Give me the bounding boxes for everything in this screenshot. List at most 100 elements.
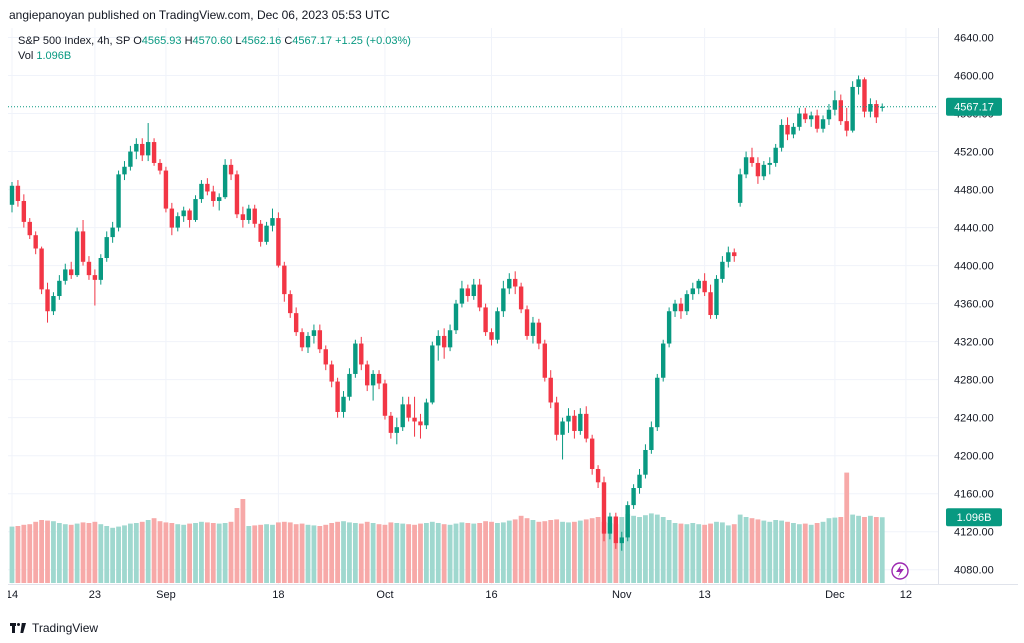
volume-bar <box>193 523 198 583</box>
candle-body <box>589 438 595 469</box>
candle <box>507 273 512 295</box>
candle-body <box>394 427 399 433</box>
candle <box>702 273 707 297</box>
legend-open-label: O <box>133 35 142 47</box>
candlestick-chart[interactable]: 4640.004600.004560.004520.004480.004440.… <box>8 28 1018 610</box>
volume-bar <box>489 521 494 583</box>
volume-bar <box>234 508 240 583</box>
candle-body <box>264 225 269 242</box>
legend-volume-row: Vol 1.096B <box>18 49 411 64</box>
candle <box>832 90 838 116</box>
volume-bar <box>785 521 790 583</box>
volume-bar <box>145 520 151 583</box>
volume-bar <box>560 521 565 583</box>
candle <box>803 107 808 124</box>
candle-body <box>542 343 547 378</box>
candle-series <box>9 75 885 551</box>
legend-symbol[interactable]: S&P 500 Index, 4h, SP <box>18 35 131 47</box>
volume-bar <box>74 523 80 583</box>
volume-bar <box>240 499 246 583</box>
candle <box>518 282 524 314</box>
x-tick-label: 23 <box>89 589 101 601</box>
candle <box>572 410 577 439</box>
x-tick-label: 18 <box>272 589 284 601</box>
candle <box>690 282 695 300</box>
volume-bar <box>666 520 672 583</box>
volume-bar <box>270 524 275 583</box>
volume-bar <box>347 522 352 583</box>
candle <box>388 411 394 439</box>
legend-change: +1.25 (+0.03%) <box>335 35 411 47</box>
legend-vol-label[interactable]: Vol <box>18 50 34 62</box>
candle <box>436 330 441 361</box>
candle-body <box>128 151 133 167</box>
candle <box>874 100 879 124</box>
chart-legend: S&P 500 Index, 4h, SP O4565.93 H4570.60 … <box>18 34 411 64</box>
candle <box>234 170 240 219</box>
y-tick-label: 4120.00 <box>954 527 994 539</box>
candle-body <box>15 185 21 201</box>
candle <box>69 261 74 279</box>
volume-bar <box>281 521 287 583</box>
candle-body <box>436 335 441 346</box>
volume-bar <box>151 518 157 583</box>
candle-body <box>720 261 725 279</box>
candle-body <box>246 208 251 220</box>
candle-body <box>619 537 624 544</box>
volume-bar <box>755 519 761 583</box>
footer-brand[interactable]: TradingView <box>10 621 98 635</box>
candle-body <box>353 343 358 374</box>
volume-bar <box>542 521 548 583</box>
candle-body <box>400 404 405 428</box>
candle-body <box>282 265 287 295</box>
candle <box>844 107 849 137</box>
candle <box>293 307 299 336</box>
candle <box>714 275 719 319</box>
volume-bar <box>767 521 773 583</box>
candle <box>856 75 861 95</box>
candle-body <box>39 248 44 290</box>
candle-body <box>157 162 163 171</box>
candle <box>264 221 269 245</box>
candle <box>441 328 447 359</box>
lightning-icon <box>891 562 909 580</box>
candle <box>672 299 678 317</box>
volume-bar <box>696 524 702 583</box>
volume-bar <box>104 526 110 583</box>
volume-bar <box>139 521 145 583</box>
candle <box>643 444 648 479</box>
candle <box>418 413 423 439</box>
candle <box>732 248 737 262</box>
candle-body <box>874 104 879 118</box>
candle <box>282 261 287 302</box>
legend-ohlc-row: S&P 500 Index, 4h, SP O4565.93 H4570.60 … <box>18 34 411 49</box>
candle <box>430 341 435 405</box>
volume-badge-label: 1.096B <box>957 512 992 524</box>
volume-bar <box>506 520 512 583</box>
tradingview-logo-icon <box>10 623 26 633</box>
candle-body <box>187 210 192 220</box>
candle-body <box>814 115 820 129</box>
candle <box>252 204 257 228</box>
candle <box>86 256 92 280</box>
candle-body <box>838 100 843 122</box>
candle-body <box>530 322 536 336</box>
candle <box>110 221 115 243</box>
y-tick-label: 4600.00 <box>954 71 994 83</box>
volume-bar <box>228 521 234 583</box>
candle-body <box>447 330 453 348</box>
chart-area[interactable]: 4640.004600.004560.004520.004480.004440.… <box>8 28 1018 610</box>
volume-bar <box>453 523 459 583</box>
x-tick-label: 16 <box>485 589 497 601</box>
candle <box>412 396 417 437</box>
candle-body <box>33 235 38 249</box>
candle-body <box>613 516 619 544</box>
candle <box>376 370 382 390</box>
volume-bar <box>293 524 299 583</box>
volume-bar <box>566 522 571 583</box>
volume-bar <box>382 524 388 583</box>
candle-body <box>536 322 542 344</box>
volume-bar <box>838 517 844 583</box>
volume-bar <box>394 523 400 583</box>
volume-bar <box>62 524 68 583</box>
